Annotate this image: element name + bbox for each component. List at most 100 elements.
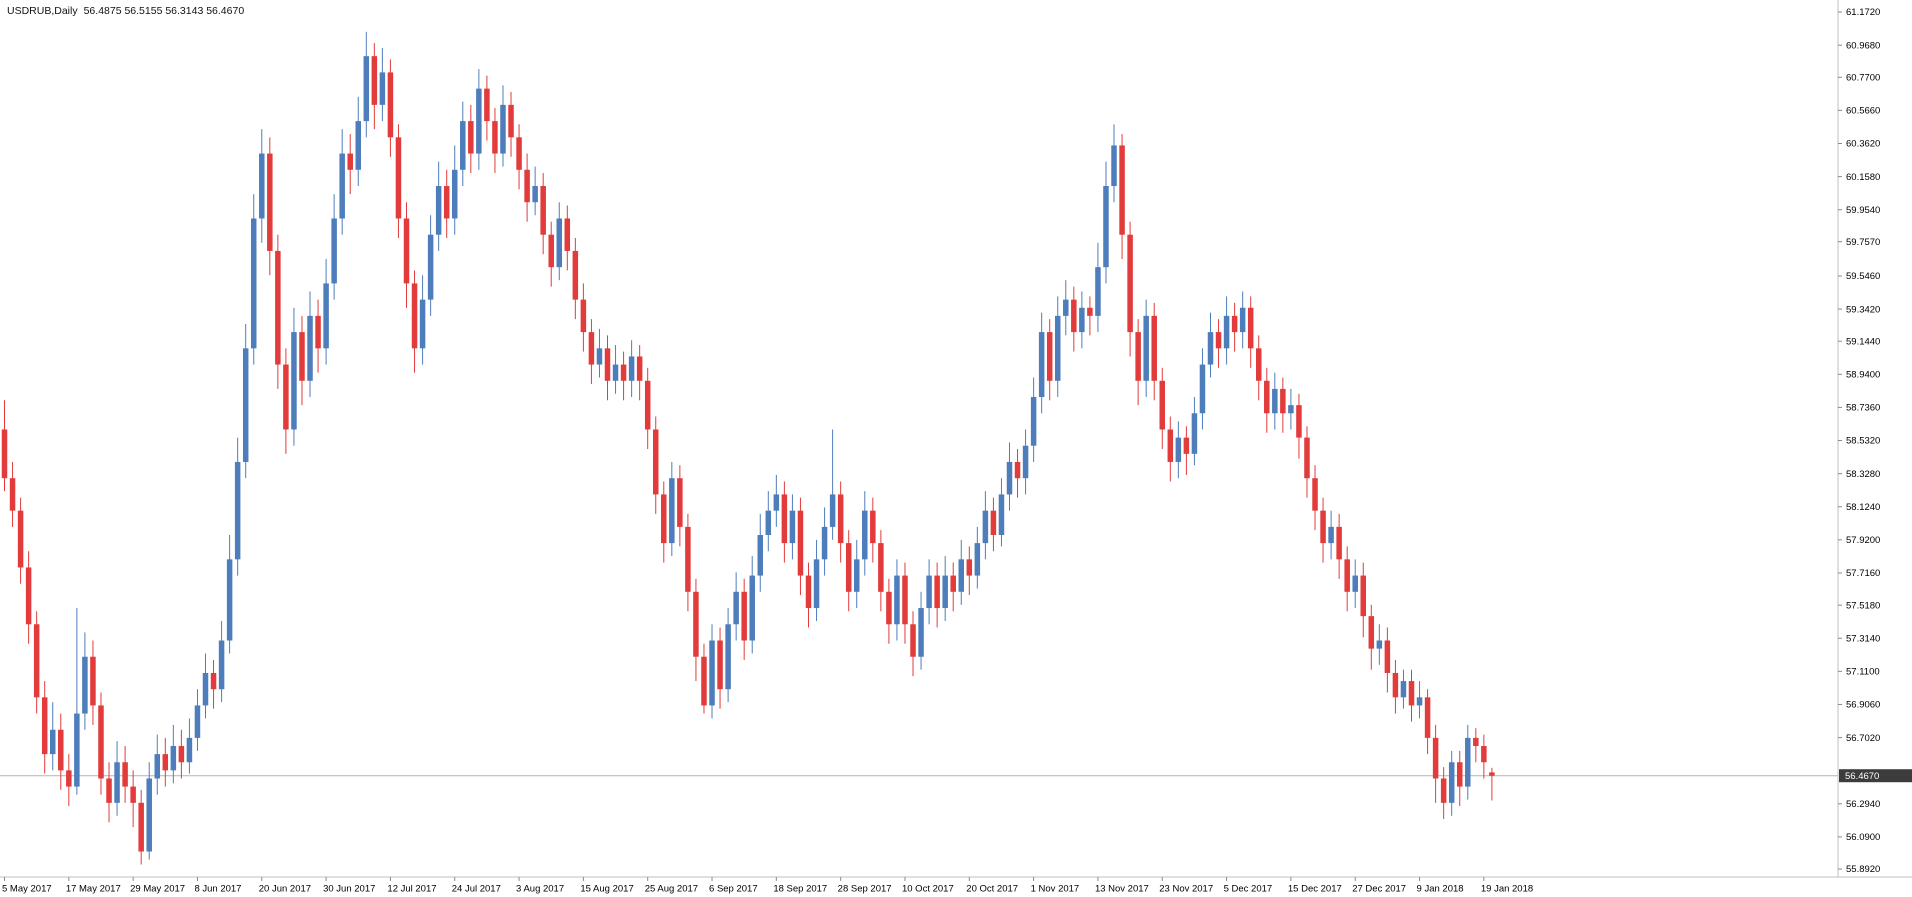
candle	[709, 624, 715, 719]
candle-body	[1304, 437, 1310, 479]
candle	[291, 307, 297, 446]
candle	[870, 497, 876, 563]
candle	[1312, 465, 1318, 531]
candle-body	[1103, 186, 1109, 268]
price-axis[interactable]: 61.1720 60.9680 60.7700 60.5660 60.3620 60.15…	[1838, 7, 1880, 875]
candle	[508, 91, 514, 157]
candle-body	[307, 315, 313, 381]
candle	[974, 526, 981, 589]
candle-body	[33, 624, 40, 698]
candle-body	[1127, 234, 1133, 333]
candle-body	[427, 234, 434, 300]
candle	[749, 556, 755, 654]
candle-body	[813, 559, 820, 609]
candle-body	[130, 786, 136, 803]
candle-body	[210, 672, 217, 690]
candle-body	[532, 186, 538, 203]
candle-body	[1424, 697, 1431, 738]
candle	[1199, 348, 1206, 430]
candle	[829, 429, 836, 540]
candle	[982, 491, 989, 560]
candle	[82, 632, 88, 730]
candle	[572, 237, 579, 320]
candle	[283, 348, 289, 454]
candle-body	[1456, 762, 1463, 787]
candle	[9, 461, 16, 527]
candle	[339, 129, 345, 235]
candle	[451, 145, 458, 235]
candle-body	[403, 218, 410, 284]
candle-body	[1296, 405, 1302, 438]
price-axis-label: 59.7570	[1846, 237, 1880, 248]
time-axis-label: 5 Dec 2017	[1224, 884, 1273, 895]
candle	[1456, 750, 1463, 807]
candle-body	[1344, 559, 1350, 592]
candle-body	[1432, 737, 1439, 779]
candle-body	[1199, 364, 1206, 414]
candle	[226, 534, 233, 654]
time-axis-label: 29 May 2017	[130, 884, 185, 895]
price-axis-label: 56.2940	[1846, 799, 1880, 810]
candle-body	[355, 121, 362, 170]
candle	[170, 724, 177, 784]
candle	[419, 275, 426, 365]
candle-body	[1022, 445, 1029, 479]
candle-body	[1489, 772, 1495, 776]
candle	[918, 591, 924, 670]
candle-body	[1473, 737, 1479, 747]
candle	[532, 166, 538, 216]
candle-body	[1175, 437, 1182, 462]
price-axis-label: 60.9680	[1846, 40, 1880, 51]
candle	[1119, 134, 1125, 260]
candle-body	[870, 510, 876, 544]
candle-body	[1392, 672, 1399, 698]
candle	[620, 351, 627, 401]
candle-body	[1465, 737, 1471, 787]
candle	[805, 562, 812, 628]
candle	[1296, 393, 1302, 459]
candle-body	[66, 770, 72, 787]
candle	[1239, 291, 1246, 349]
candle-body	[1368, 616, 1375, 649]
candle-body	[773, 494, 780, 511]
candle-body	[1079, 307, 1085, 333]
candle-body	[49, 729, 56, 755]
candle-body	[1167, 429, 1174, 462]
candle-body	[435, 186, 442, 235]
candle-body	[1280, 388, 1286, 414]
candle-body	[411, 283, 418, 349]
candle-body	[387, 72, 394, 138]
price-axis-label: 57.1100	[1846, 667, 1880, 678]
time-axis[interactable]: 5 May 2017 17 May 2017 29 May 2017 8 Jun 20…	[2, 877, 1533, 895]
candle	[1400, 669, 1407, 709]
candle	[1352, 559, 1358, 609]
candle-body	[170, 746, 177, 771]
candle	[725, 608, 731, 703]
candle	[1448, 750, 1455, 816]
candle	[685, 513, 691, 612]
candle-body	[1320, 510, 1326, 544]
candles	[1, 31, 1495, 865]
candle-body	[395, 137, 402, 219]
candle	[1071, 286, 1077, 352]
candle-body	[564, 218, 571, 251]
time-axis-label: 3 Aug 2017	[516, 884, 564, 895]
candle	[733, 572, 739, 641]
time-axis-label: 13 Nov 2017	[1095, 884, 1149, 895]
candle	[1473, 728, 1479, 763]
candle-body	[1239, 307, 1246, 333]
candle	[564, 205, 571, 271]
candle-body	[25, 567, 32, 625]
candle	[781, 481, 788, 563]
candle	[1063, 280, 1069, 336]
candle-body	[41, 697, 48, 755]
price-axis-label: 56.0900	[1846, 832, 1880, 843]
candle-body	[620, 364, 627, 381]
candle	[1264, 367, 1270, 433]
candle-body	[1111, 145, 1117, 187]
candle	[588, 319, 595, 385]
price-axis-label: 56.9060	[1846, 700, 1880, 711]
candle	[1038, 312, 1045, 414]
candle	[717, 627, 723, 709]
